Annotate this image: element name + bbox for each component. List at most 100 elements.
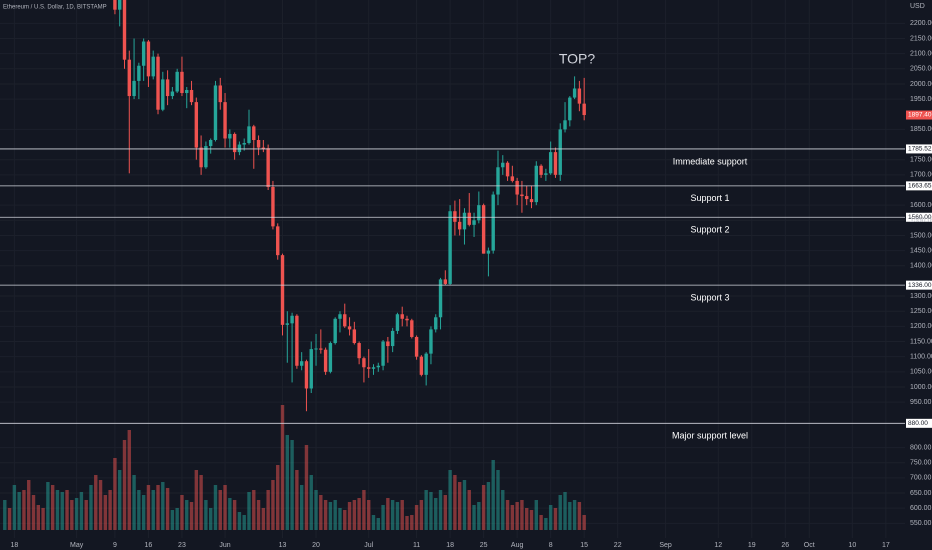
volume-bar (438, 490, 443, 530)
y-tick-label: 2000.00 (910, 81, 932, 88)
candle-body (141, 41, 146, 66)
volume-bar (194, 470, 199, 530)
candle-body (208, 140, 213, 147)
volume-bar (247, 492, 251, 530)
candle-body (228, 133, 232, 139)
volume-bar (299, 485, 304, 530)
volume-bar (141, 495, 146, 530)
volume-bar (266, 490, 270, 530)
volume-bar (185, 500, 189, 530)
candle-body (472, 220, 476, 225)
candle-body (199, 147, 203, 168)
volume-bar (515, 502, 519, 530)
volume-bar (137, 490, 141, 530)
candle-body (276, 226, 280, 256)
volume-bar (309, 475, 313, 530)
candle-body (501, 162, 505, 168)
x-tick-label: 11 (413, 542, 420, 549)
y-tick-label: 550.00 (910, 520, 932, 527)
candle-body (185, 90, 189, 94)
volume-bar (434, 498, 438, 530)
candle-body (204, 146, 208, 168)
candle-body (170, 91, 175, 97)
candle-body (481, 205, 486, 254)
candle-body (309, 349, 313, 389)
volume-bar (367, 500, 371, 530)
volume-bar (563, 492, 567, 530)
volume-bar (539, 515, 543, 530)
candle-body (333, 318, 337, 344)
candle-body (525, 196, 529, 200)
volume-bar (496, 470, 500, 530)
volume-bar (17, 492, 21, 530)
x-tick-label: 16 (145, 542, 153, 549)
volume-bar (89, 485, 93, 530)
volume-bar (582, 515, 586, 530)
candle-body (151, 56, 155, 77)
volume-bar (50, 485, 55, 530)
x-tick-label: Oct (804, 542, 815, 549)
level-annotation: Support 3 (690, 293, 729, 303)
volume-bar (314, 490, 318, 530)
volume-bar (175, 508, 179, 530)
volume-bar (7, 508, 12, 530)
candle-body (194, 102, 199, 148)
x-tick-label: 13 (279, 542, 287, 549)
y-tick-label: 950.00 (910, 399, 932, 406)
candle-body (362, 358, 366, 368)
candle-body (118, 0, 122, 10)
volume-bar (180, 495, 184, 530)
volume-bar (22, 490, 26, 530)
volume-bar (357, 498, 361, 530)
volume-bar (31, 495, 36, 530)
volume-bar (419, 500, 424, 530)
volume-bar (577, 502, 582, 530)
candle-body (496, 167, 500, 195)
candle-body (328, 343, 333, 372)
volume-bar (103, 495, 108, 530)
candle-body (180, 71, 184, 94)
volume-bar (208, 508, 213, 530)
volume-bar (36, 505, 41, 530)
volume-bar (467, 490, 471, 530)
candle-body (424, 353, 428, 375)
volume-bar (414, 505, 419, 530)
candle-body (371, 367, 376, 369)
y-tick-label: 1500.00 (910, 232, 932, 239)
candle-body (539, 165, 543, 175)
candle-layer (113, 0, 586, 412)
volume-bar (376, 518, 380, 530)
volume-bar (390, 500, 395, 530)
candle-body (319, 348, 323, 350)
candle-body (548, 152, 553, 174)
volume-bar (256, 500, 261, 530)
candle-body (261, 147, 266, 149)
y-tick-label: 1700.00 (910, 172, 932, 179)
candle-body (285, 323, 290, 325)
volume-bar (189, 502, 194, 530)
last-price-label: 1897.40 (908, 112, 932, 119)
candle-body (477, 205, 481, 221)
candle-body (304, 361, 309, 389)
volume-bar (525, 508, 529, 530)
candle-body (443, 279, 448, 284)
x-tick-label: 19 (748, 542, 756, 549)
volume-bar (395, 502, 400, 530)
candle-body (434, 317, 438, 330)
x-tick-label: Jun (219, 542, 230, 549)
candle-body (376, 365, 380, 368)
volume-bar (304, 445, 309, 530)
y-tick-label: 1750.00 (910, 157, 932, 164)
level-price-box (906, 181, 932, 191)
y-tick-label: 800.00 (910, 444, 932, 451)
volume-bar (228, 498, 232, 530)
volume-bar (237, 512, 242, 530)
candle-body (582, 103, 586, 116)
x-tick-label: 10 (848, 542, 856, 549)
y-tick-label: 1200.00 (910, 323, 932, 330)
volume-bar (108, 490, 112, 530)
volume-bar (74, 498, 79, 530)
candle-body (122, 0, 127, 60)
volume-bar (405, 516, 409, 530)
